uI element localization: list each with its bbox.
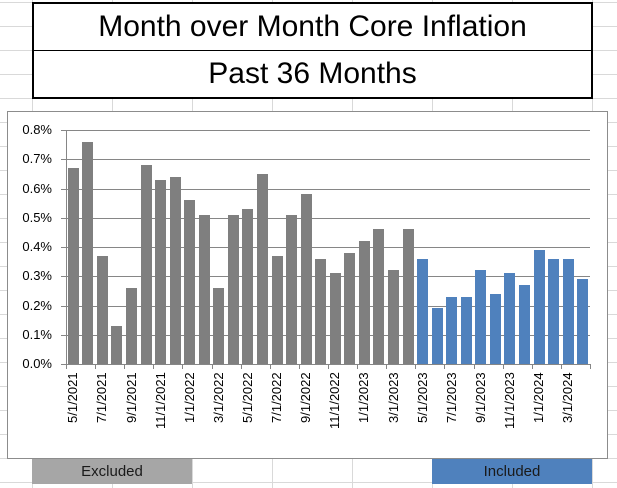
bar[interactable] xyxy=(286,214,298,364)
x-axis-tick-label: 11/1/2022 xyxy=(327,372,342,429)
x-axis-tick xyxy=(95,364,96,369)
bar[interactable] xyxy=(96,255,108,364)
x-axis-tick xyxy=(241,364,242,369)
x-axis-tick xyxy=(212,364,213,369)
y-axis-tick-label: 0.7% xyxy=(22,151,52,166)
x-axis-tick xyxy=(444,364,445,369)
x-axis-tick-label: 7/1/2022 xyxy=(269,372,284,423)
x-axis-tick xyxy=(66,364,67,369)
x-axis-tick-label: 7/1/2023 xyxy=(444,372,459,423)
bar[interactable] xyxy=(358,241,370,364)
x-axis-tick-label: 9/1/2022 xyxy=(298,372,313,423)
y-axis-line xyxy=(66,130,67,364)
bar[interactable] xyxy=(475,270,487,364)
y-axis-tick-label: 0.4% xyxy=(22,239,52,254)
x-axis-tick xyxy=(415,364,416,369)
bar[interactable] xyxy=(111,325,123,364)
x-axis-tick-label: 11/1/2021 xyxy=(153,372,168,429)
gridline xyxy=(61,247,590,248)
bar[interactable] xyxy=(82,141,94,364)
x-axis-tick-label: 5/1/2023 xyxy=(415,372,430,423)
bar[interactable] xyxy=(373,229,385,364)
chart-subtitle: Past 36 Months xyxy=(208,57,417,90)
bar[interactable] xyxy=(242,208,254,364)
x-axis-tick xyxy=(474,364,475,369)
y-axis-tick-label: 0.6% xyxy=(22,181,52,196)
x-axis-tick-label: 9/1/2023 xyxy=(473,372,488,423)
bar[interactable] xyxy=(300,194,312,364)
y-axis-tick-label: 0.8% xyxy=(22,122,52,137)
bar[interactable] xyxy=(460,296,472,364)
bar[interactable] xyxy=(140,165,152,364)
bar[interactable] xyxy=(257,173,268,364)
bar[interactable] xyxy=(126,287,137,364)
legend-excluded: Excluded xyxy=(32,459,192,484)
bar[interactable] xyxy=(329,273,341,364)
bar[interactable] xyxy=(213,287,225,364)
gridline xyxy=(61,130,590,131)
x-axis-tick xyxy=(299,364,300,369)
bar[interactable] xyxy=(169,176,181,364)
bar[interactable] xyxy=(155,179,167,364)
x-axis-tick-label: 1/1/2022 xyxy=(182,372,197,423)
x-axis-tick xyxy=(270,364,271,369)
y-axis-tick-label: 0.0% xyxy=(22,356,52,371)
x-axis-tick xyxy=(503,364,504,369)
x-axis-tick-label: 1/1/2024 xyxy=(531,372,546,423)
gridline xyxy=(61,189,590,190)
x-axis-tick xyxy=(124,364,125,369)
bar[interactable] xyxy=(198,214,210,364)
x-axis-tick-label: 5/1/2022 xyxy=(240,372,255,423)
x-axis-tick xyxy=(328,364,329,369)
bar[interactable] xyxy=(446,296,458,364)
bar[interactable] xyxy=(504,273,516,364)
bar[interactable] xyxy=(519,285,530,364)
x-axis-tick xyxy=(153,364,154,369)
bar[interactable] xyxy=(67,168,79,364)
bar[interactable] xyxy=(562,258,574,364)
bar[interactable] xyxy=(344,252,356,364)
chart-area[interactable]: 0.0% 0.1% 0.2% 0.3% 0.4% 0.5% 0.6% 0.7% 0.8% 5/1/… xyxy=(7,111,608,459)
gridline xyxy=(61,159,590,160)
bar[interactable] xyxy=(227,214,239,364)
x-axis-tick xyxy=(182,364,183,369)
x-axis-tick-label: 3/1/2022 xyxy=(211,372,226,423)
bar[interactable] xyxy=(577,279,589,364)
bar[interactable] xyxy=(548,258,560,364)
y-axis-tick-label: 0.3% xyxy=(22,268,52,283)
x-axis-tick-label: 11/1/2023 xyxy=(502,372,517,429)
x-axis-tick xyxy=(532,364,533,369)
bar[interactable] xyxy=(184,200,196,364)
bar[interactable] xyxy=(533,249,545,364)
x-axis-tick-label: 1/1/2023 xyxy=(356,372,371,423)
y-axis-tick-label: 0.5% xyxy=(22,210,52,225)
bar[interactable] xyxy=(388,270,399,364)
x-axis-tick-label: 5/1/2021 xyxy=(65,372,80,423)
x-axis-tick xyxy=(561,364,562,369)
bar[interactable] xyxy=(417,258,429,364)
chart-title: Month over Month Core Inflation xyxy=(34,4,591,51)
y-axis-tick-label: 0.1% xyxy=(22,327,52,342)
x-axis-tick xyxy=(386,364,387,369)
x-axis-tick-label: 9/1/2021 xyxy=(124,372,139,423)
y-axis-tick-label: 0.2% xyxy=(22,298,52,313)
x-axis-tick-label: 7/1/2021 xyxy=(94,372,109,423)
bar[interactable] xyxy=(431,308,443,364)
bar[interactable] xyxy=(315,258,327,364)
x-axis-tick-label: 3/1/2024 xyxy=(560,372,575,423)
bar[interactable] xyxy=(489,293,501,364)
title-box: Month over Month Core Inflation Past 36 … xyxy=(32,2,593,99)
x-axis-tick xyxy=(357,364,358,369)
legend-included: Included xyxy=(432,459,592,484)
x-axis-tick xyxy=(590,364,591,369)
gridline xyxy=(61,364,590,365)
bar[interactable] xyxy=(402,229,414,364)
x-axis-tick-label: 3/1/2023 xyxy=(386,372,401,423)
bar[interactable] xyxy=(271,255,283,364)
gridline xyxy=(61,218,590,219)
